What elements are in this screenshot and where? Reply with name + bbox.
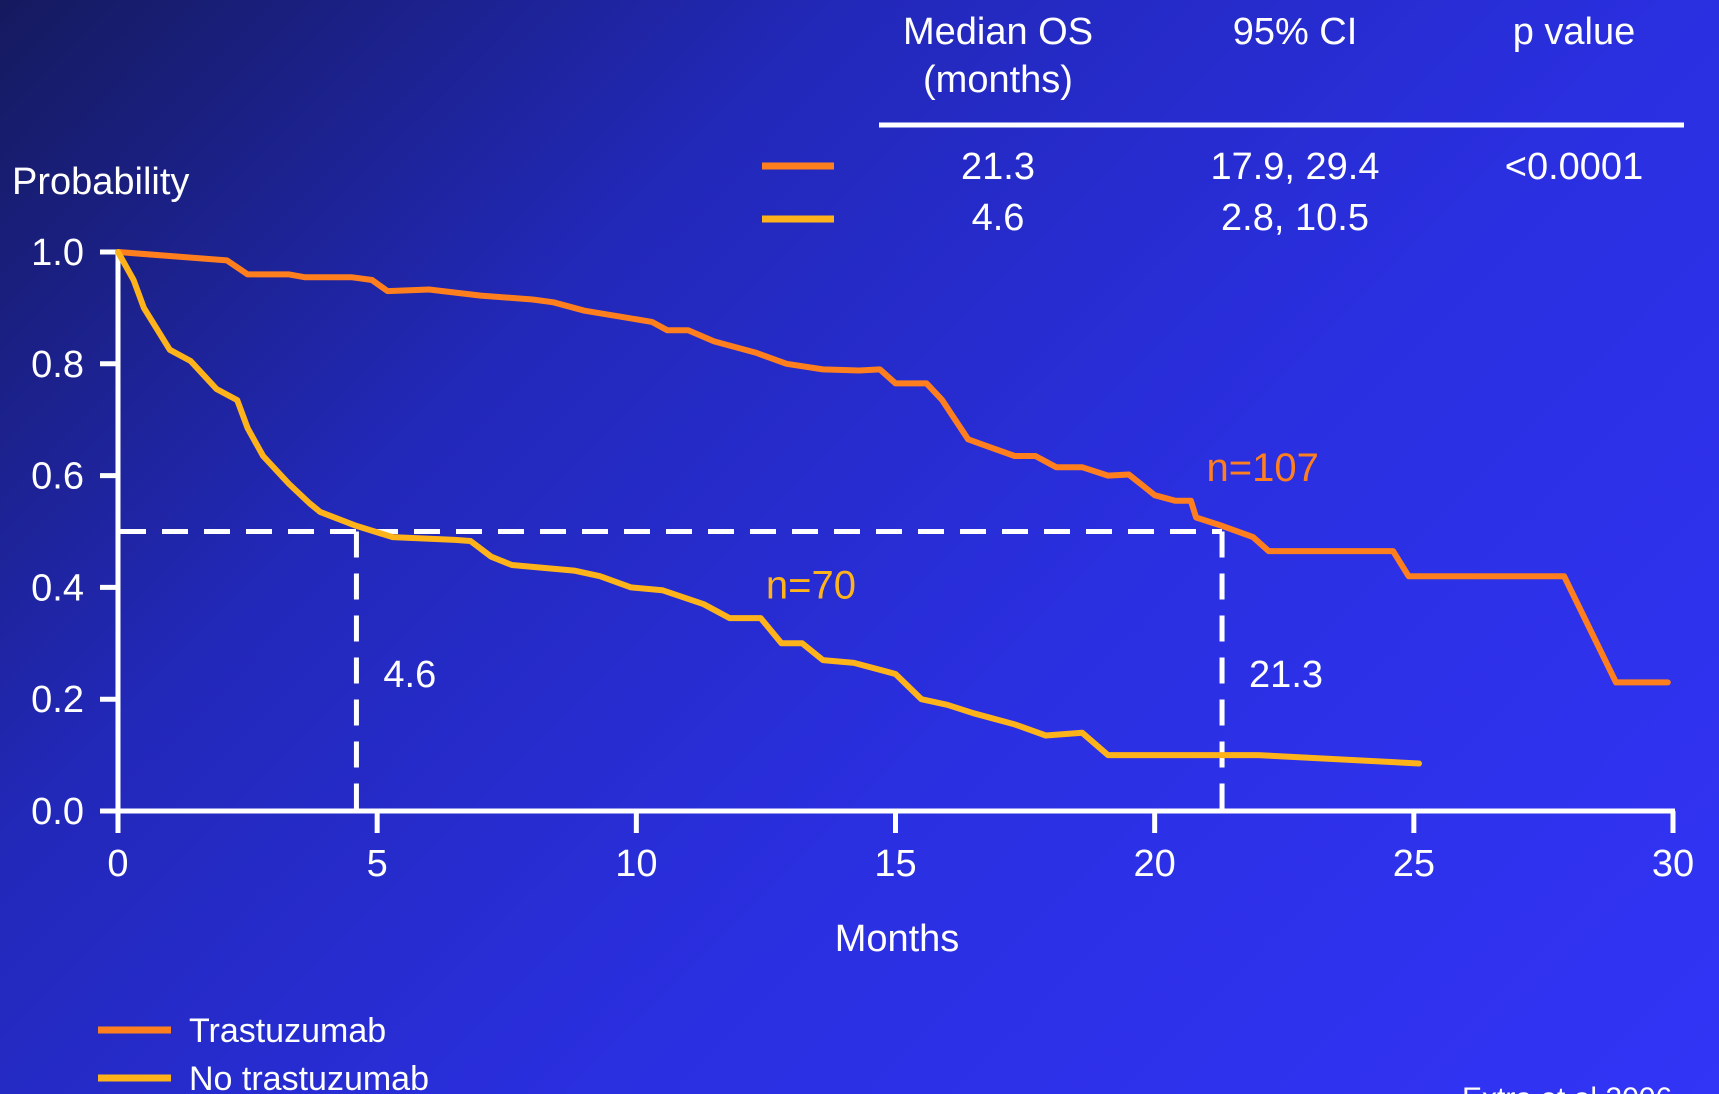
citation: Extra et al 2006 — [1462, 1082, 1672, 1094]
table-header-ci: 95% CI — [1233, 11, 1358, 53]
table-header-p-value: p value — [1513, 11, 1636, 53]
x-tick-label: 5 — [367, 843, 388, 885]
x-tick-label: 15 — [874, 843, 916, 885]
legend-label-trastuzumab: Trastuzumab — [189, 1012, 386, 1050]
y-tick-label: 1.0 — [31, 232, 84, 274]
summary-table: Median OS (months) 95% CI p value 21.3 17… — [762, 11, 1684, 239]
x-axis-label: Months — [835, 918, 960, 960]
y-tick-label: 0.6 — [31, 456, 84, 498]
sample-size-annotation: n=107 — [1207, 446, 1319, 490]
table-cell-median-no-trastuzumab: 4.6 — [972, 197, 1025, 239]
table-header-line: Median OS — [903, 11, 1093, 53]
table-header-line: (months) — [923, 59, 1073, 101]
table-header-median-os: Median OS (months) — [903, 11, 1093, 101]
median-label: 4.6 — [383, 654, 436, 696]
table-cell-ci-trastuzumab: 17.9, 29.4 — [1210, 146, 1379, 188]
y-tick-label: 0.8 — [31, 344, 84, 386]
y-tick-label: 0.0 — [31, 791, 84, 833]
series-line-no-trastuzumab — [115, 249, 1422, 767]
annotations: n=107 n=70 — [766, 446, 1319, 607]
table-cell-p-trastuzumab: <0.0001 — [1505, 146, 1643, 188]
y-tick-label: 0.2 — [31, 679, 84, 721]
axis-ticks: 0 5 10 15 20 25 30 0.0 0.2 0.4 0.6 0.8 1.0 — [31, 232, 1694, 885]
survival-curves — [115, 249, 1671, 767]
y-axis-label: Probability — [12, 161, 189, 203]
x-tick-label: 0 — [107, 843, 128, 885]
sample-size-annotation: n=70 — [766, 564, 856, 608]
y-tick-label: 0.4 — [31, 567, 84, 609]
table-cell-ci-no-trastuzumab: 2.8, 10.5 — [1221, 197, 1369, 239]
table-cell-median-trastuzumab: 21.3 — [961, 146, 1035, 188]
legend-label-no-trastuzumab: No trastuzumab — [189, 1060, 429, 1094]
x-tick-label: 10 — [615, 843, 657, 885]
median-label: 21.3 — [1249, 654, 1323, 696]
x-tick-label: 30 — [1652, 843, 1694, 885]
x-tick-label: 25 — [1393, 843, 1435, 885]
legend: Trastuzumab No trastuzumab — [98, 1012, 429, 1094]
median-reference-lines: 4.6 21.3 — [120, 529, 1323, 811]
x-tick-label: 20 — [1134, 843, 1176, 885]
series-line-trastuzumab — [115, 249, 1671, 686]
